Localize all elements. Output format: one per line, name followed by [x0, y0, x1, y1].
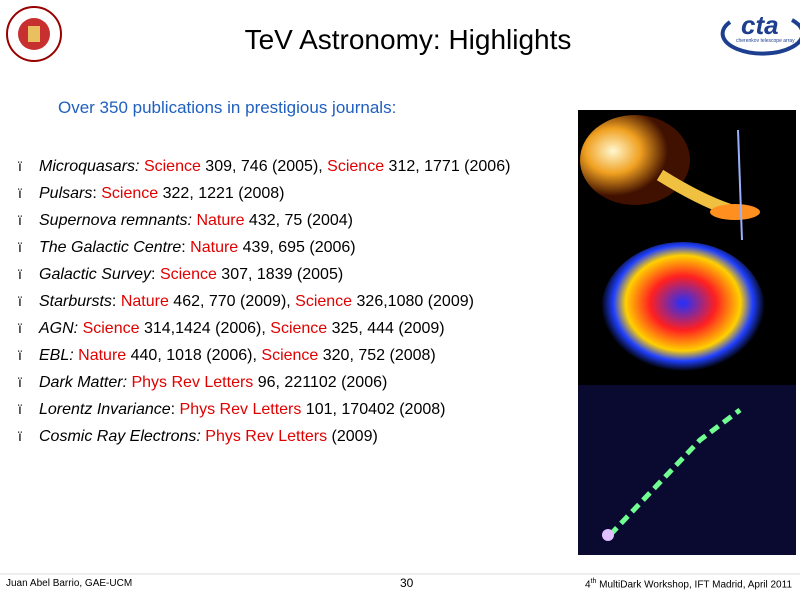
bullet-item: ï Pulsars: Science 322, 1221 (2008) — [18, 185, 510, 212]
item-topic: Cosmic Ray Electrons: — [39, 428, 201, 445]
snr-blob — [601, 242, 765, 378]
bullet: ï — [18, 266, 22, 282]
item-journal: Nature — [78, 347, 127, 364]
bullet-item: ï Microquasars: Science 309, 746 (2005), … — [18, 158, 510, 185]
item-ref: 309, 746 (2005), — [200, 158, 328, 175]
disk — [710, 204, 760, 220]
bullet-item: ï Galactic Survey: Science 307, 1839 (200… — [18, 266, 510, 293]
bullet: ï — [18, 347, 22, 363]
item-ref: 96, 221102 (2006) — [253, 374, 388, 391]
slide-title: TeV Astronomy: Highlights — [244, 24, 572, 55]
item-journal: Science — [143, 158, 201, 175]
bullet: ï — [18, 320, 22, 336]
item-ref: : — [111, 293, 121, 310]
bullet: ï — [18, 239, 22, 255]
footer-event: 4th MultiDark Workshop, IFT Madrid, Apri… — [585, 578, 792, 590]
bullet-item: ï Dark Matter: Phys Rev Letters 96, 22110… — [18, 374, 510, 401]
bullet-item: ï EBL: Nature 440, 1018 (2006), Science 3… — [18, 347, 510, 374]
cta-logo — [720, 18, 800, 56]
bullet-item: ï Cosmic Ray Electrons: Phys Rev Letters … — [18, 428, 510, 455]
bullet: ï — [18, 428, 22, 444]
item-topic: Starbursts — [39, 293, 112, 310]
bullet: ï — [18, 374, 22, 390]
bullet-item: ï Supernova remnants: Nature 432, 75 (200… — [18, 212, 510, 239]
bullet-item: ï Lorentz Invariance: Phys Rev Letters 10… — [18, 401, 510, 428]
bullet: ï — [18, 158, 22, 174]
intro: Over 350 publications in prestigious jou… — [58, 98, 397, 117]
jet — [737, 129, 743, 241]
logo-subtext: cherenkov telescope array — [736, 38, 795, 44]
item-ref: 101, 170402 (2008) — [301, 401, 446, 418]
item-ref: : — [170, 401, 180, 418]
item-topic: Dark Matter: — [39, 374, 128, 391]
item-journal: Phys Rev Letters — [179, 401, 302, 418]
footer-author: Juan Abel Barrio, GAE-UCM — [6, 578, 133, 589]
page-number: 30 — [400, 576, 414, 590]
item-ref: 325, 444 (2009) — [327, 320, 445, 337]
bullet: ï — [18, 185, 22, 201]
item-topic: Microquasars: — [39, 158, 140, 175]
item-topic: Galactic Survey — [39, 266, 152, 283]
item-journal: Science — [270, 320, 328, 337]
star-glow — [580, 115, 690, 205]
item-journal: Science — [261, 347, 319, 364]
item-ref: 326,1080 (2009) — [352, 293, 474, 310]
item-topic: EBL: — [39, 347, 74, 364]
item-ref: 462, 770 (2009), — [168, 293, 296, 310]
item-journal: Science — [101, 185, 159, 202]
bullet: ï — [18, 212, 22, 228]
item-topic: Pulsars — [39, 185, 93, 202]
bullet-list: ï Microquasars: Science 309, 746 (2005), … — [18, 158, 510, 455]
item-journal: Science — [295, 293, 353, 310]
item-topic: AGN: — [39, 320, 79, 337]
item-ref: 307, 1839 (2005) — [216, 266, 344, 283]
item-topic: Supernova remnants: — [39, 212, 192, 229]
item-ref: 432, 75 (2004) — [244, 212, 353, 229]
item-journal: Science — [82, 320, 140, 337]
event-number: 4 — [584, 579, 591, 591]
logo-text: cta — [741, 10, 779, 40]
event-rest: MultiDark Workshop, IFT Madrid, April 20… — [596, 579, 792, 591]
agn-core — [602, 529, 614, 541]
agn-image — [578, 385, 796, 555]
item-ref: 320, 752 (2008) — [318, 347, 436, 364]
item-ref: : — [151, 266, 160, 283]
bullet: ï — [18, 401, 22, 417]
bullet-item: ï AGN: Science 314,1424 (2006), Science 3… — [18, 320, 510, 347]
item-journal: Phys Rev Letters — [205, 428, 328, 445]
item-journal: Science — [327, 158, 385, 175]
agn-jet — [608, 408, 742, 537]
item-ref: 312, 1771 (2006) — [384, 158, 511, 175]
item-topic: Lorentz Invariance — [39, 401, 171, 418]
item-ref: : — [92, 185, 102, 202]
item-journal: Nature — [196, 212, 245, 229]
item-journal: Nature — [120, 293, 169, 310]
item-topic: The Galactic Centre — [39, 239, 182, 256]
item-ref: 440, 1018 (2006), — [126, 347, 262, 364]
item-ref: 322, 1221 (2008) — [158, 185, 285, 202]
item-journal: Phys Rev Letters — [131, 374, 254, 391]
bullet: ï — [18, 293, 22, 309]
event-suffix: th — [590, 578, 597, 585]
seal-logo — [6, 6, 62, 62]
item-ref: : — [181, 239, 191, 256]
item-journal: Science — [159, 266, 217, 283]
item-ref: 314,1424 (2006), — [139, 320, 271, 337]
item-ref: 439, 695 (2006) — [238, 239, 356, 256]
bullet-item: ï Starbursts: Nature 462, 770 (2009), Sci… — [18, 293, 510, 320]
bullet-item: ï The Galactic Centre: Nature 439, 695 (2… — [18, 239, 510, 266]
item-ref: (2009) — [327, 428, 378, 445]
item-journal: Nature — [190, 239, 239, 256]
